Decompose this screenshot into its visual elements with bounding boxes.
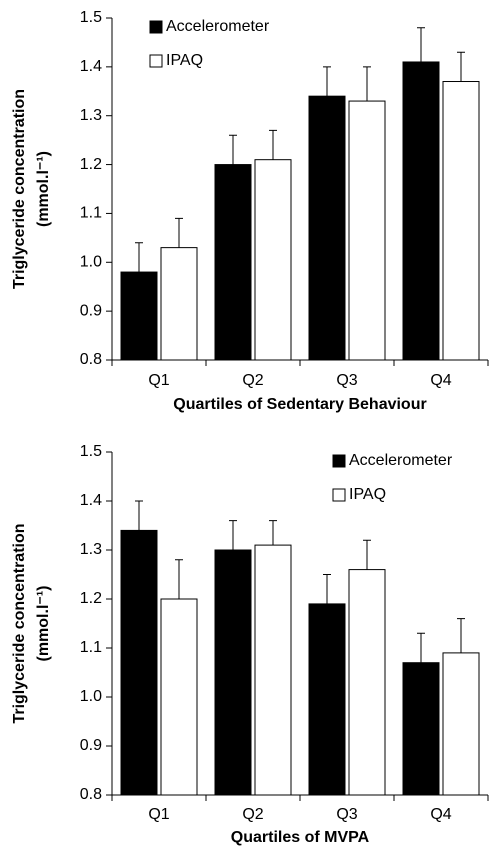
x-tick-label: Q1 [148,806,169,823]
y-tick-label: 1.4 [80,492,102,509]
bar [402,61,440,361]
bar [160,598,198,796]
error-bar [135,242,143,273]
error-bar [417,27,425,62]
legend-label: Accelerometer [349,452,453,469]
error-bar [135,500,143,531]
y-axis-title: Triglyceride concentration [11,523,28,723]
bar [214,549,252,796]
chart: 0.8 0.9 1.0 1.1 1.2 1.3 1.4 1.5 Q1 Q2 Q3 Q4 Accelero… [11,443,489,846]
legend-label: IPAQ [166,52,203,69]
y-tick-label: 1.4 [80,58,102,75]
y-axis-title: (mmol.l⁻¹) [35,586,52,662]
error-bar [457,618,465,653]
y-tick-label: 1.2 [80,156,102,173]
error-bar [269,520,277,546]
x-tick-label: Q3 [336,372,357,389]
x-axis-title: Quartiles of MVPA [231,829,370,846]
error-bar [269,129,277,160]
x-tick-label: Q2 [242,806,263,823]
bar [308,603,346,796]
error-bar [457,51,465,82]
bar [308,95,346,361]
error-bar [363,66,371,102]
y-tick-label: 0.9 [80,302,102,319]
bar [442,652,480,796]
error-bar [323,574,331,604]
legend-label: IPAQ [349,486,386,503]
x-tick-label: Q4 [430,806,451,823]
x-tick-label: Q3 [336,806,357,823]
y-tick-label: 1.0 [80,254,102,271]
bar [254,544,292,796]
bar [254,159,292,361]
bar [160,247,198,361]
y-tick-label: 1.5 [80,9,102,26]
x-tick-label: Q1 [148,372,169,389]
error-bar [323,66,331,97]
legend-swatch [332,488,346,502]
y-tick-label: 1.1 [80,205,102,222]
y-tick-label: 1.3 [80,541,102,558]
bar [120,529,158,796]
legend-label: Accelerometer [166,18,270,35]
y-tick-label: 1.2 [80,590,102,607]
bar [120,271,158,361]
x-axis-title: Quartiles of Sedentary Behaviour [173,396,426,413]
y-tick-label: 1.5 [80,443,102,460]
x-tick-label: Q4 [430,372,451,389]
error-bar [175,559,183,599]
error-bar [363,539,371,570]
bar [214,164,252,361]
bar [402,662,440,796]
error-bar [417,632,425,663]
error-bar [229,520,237,550]
legend-swatch [149,54,163,68]
bar [348,100,386,361]
y-tick-label: 0.8 [80,786,102,803]
legend-swatch [149,20,163,34]
y-tick-label: 1.1 [80,639,102,656]
y-tick-label: 1.3 [80,107,102,124]
chart: 0.8 0.9 1.0 1.1 1.2 1.3 1.4 1.5 Q1 Q2 Q3 Q4 Accelero… [11,9,489,413]
y-tick-label: 1.0 [80,688,102,705]
legend-swatch [332,454,346,468]
y-tick-label: 0.9 [80,737,102,754]
y-axis-title: Triglyceride concentration [11,89,28,289]
error-bar [229,134,237,165]
x-tick-label: Q2 [242,372,263,389]
error-bar [175,217,183,248]
y-tick-label: 0.8 [80,351,102,368]
y-axis-title: (mmol.l⁻¹) [35,151,52,227]
bar [348,569,386,796]
bar [442,81,480,361]
